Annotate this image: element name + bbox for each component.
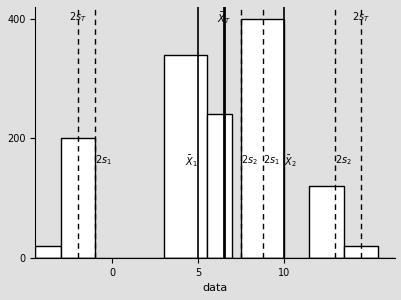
Text: $2s_T$: $2s_T$: [351, 10, 369, 24]
Bar: [35, 246, 61, 258]
Text: $2s_2$: $2s_2$: [334, 153, 351, 167]
Text: $2s_2$: $2s_2$: [240, 153, 257, 167]
Text: $2s_T$: $2s_T$: [69, 10, 87, 24]
Text: $\bar{X}_2$: $\bar{X}_2$: [283, 153, 296, 169]
Text: $2s_1$: $2s_1$: [95, 153, 112, 167]
Bar: [343, 246, 377, 258]
Text: $2s_1$: $2s_1$: [262, 153, 279, 167]
Bar: [163, 55, 206, 258]
Text: $\bar{X}_1$: $\bar{X}_1$: [185, 153, 197, 169]
X-axis label: data: data: [202, 283, 227, 293]
Bar: [206, 114, 232, 258]
Bar: [309, 186, 343, 258]
Bar: [240, 19, 283, 258]
Bar: [61, 138, 95, 258]
Text: $\bar{X}_T$: $\bar{X}_T$: [216, 10, 230, 26]
